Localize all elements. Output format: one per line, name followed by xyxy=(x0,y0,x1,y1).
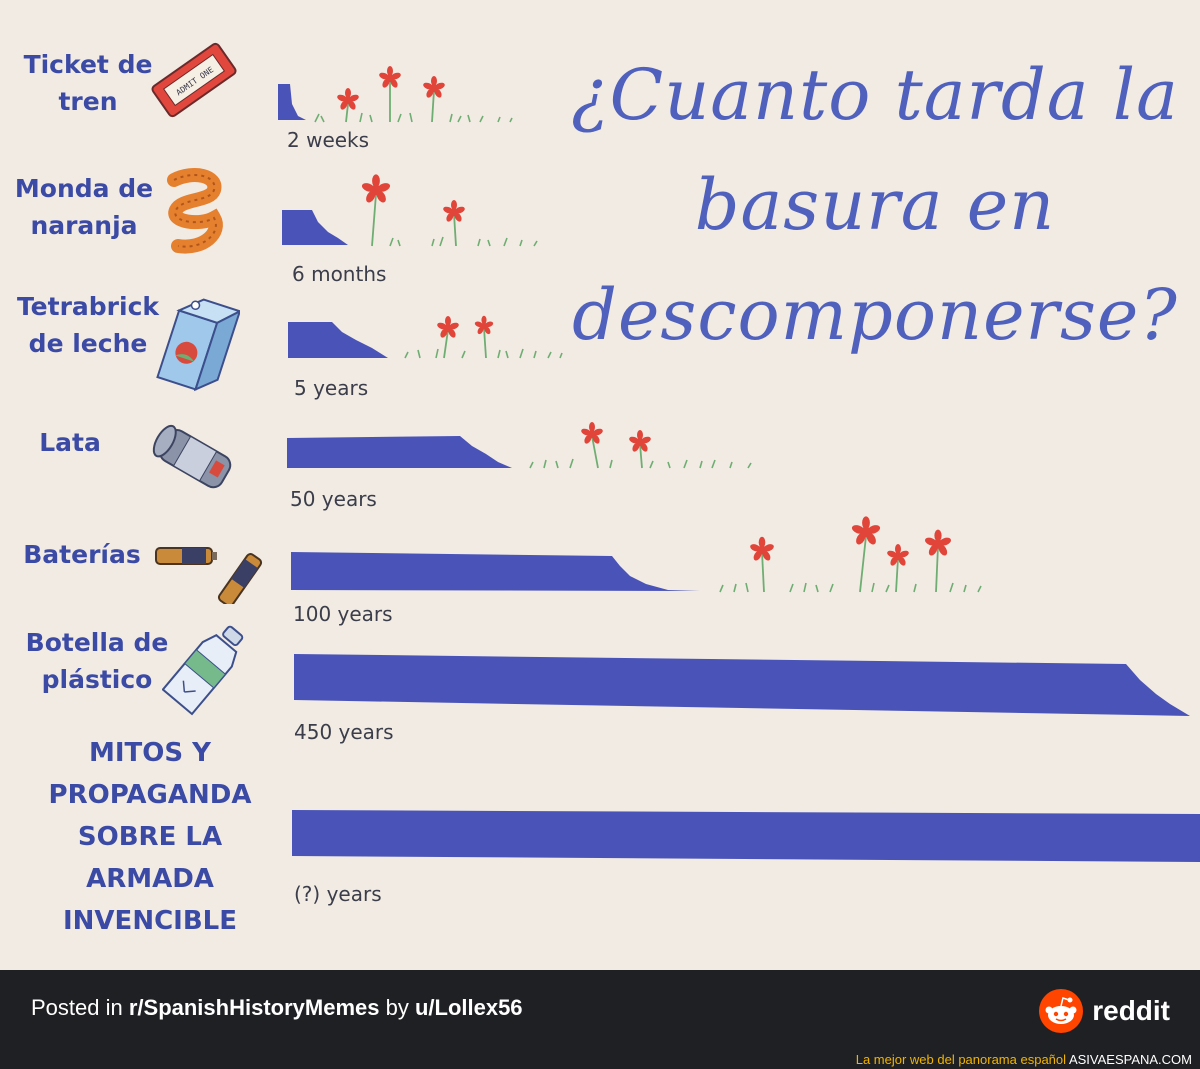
posted-prefix: Posted in xyxy=(31,995,129,1020)
bar-batteries xyxy=(291,552,700,591)
label-batteries: Baterías xyxy=(12,536,152,573)
label-orange-peel: Monda de naranja xyxy=(6,170,162,244)
credit-site-link[interactable]: ASIVAESPANA.COM xyxy=(1068,1052,1192,1067)
flower xyxy=(581,422,603,444)
posted-line: Posted in r/SpanishHistoryMemes by u/Lol… xyxy=(31,995,523,1021)
label-line: PROPAGANDA xyxy=(48,780,252,810)
label-line: Monda de xyxy=(14,174,154,203)
credit-bar: La mejor web del panorama español ASIVAE… xyxy=(0,1050,1200,1069)
flower xyxy=(443,200,465,222)
flower xyxy=(437,316,459,338)
plastic-bottle-icon xyxy=(162,625,244,716)
bar-milk-carton xyxy=(288,322,388,358)
bar-can xyxy=(287,436,512,468)
subreddit-link[interactable]: r/SpanishHistoryMemes xyxy=(128,995,380,1020)
duration-ticket: 2 weeks xyxy=(287,128,370,152)
label-plastic-bottle: Botella de plástico xyxy=(14,624,180,698)
flower xyxy=(629,430,651,452)
by-text: by xyxy=(379,995,415,1020)
decomposition-bars xyxy=(278,66,1200,862)
flower xyxy=(379,66,401,88)
label-line: plástico xyxy=(41,665,153,694)
grass xyxy=(314,112,982,593)
label-line: Baterías xyxy=(23,540,141,569)
bar-plastic-bottle xyxy=(294,654,1190,716)
duration-batteries: 100 years xyxy=(293,602,393,626)
stems xyxy=(345,80,939,593)
label-can: Lata xyxy=(10,424,130,461)
flower xyxy=(337,88,359,110)
label-line: ARMADA xyxy=(86,864,214,894)
train-ticket-icon: ADMIT ONE xyxy=(151,42,237,118)
label-line: MITOS Y xyxy=(89,738,211,768)
reddit-alien-icon xyxy=(1039,989,1084,1033)
label-milk-carton: Tetrabrick de leche xyxy=(8,288,168,362)
label-line: SOBRE LA xyxy=(77,822,223,852)
flowers xyxy=(337,66,951,566)
bar-orange-peel xyxy=(282,210,348,245)
orange-peel-icon xyxy=(167,168,223,254)
label-line: Tetrabrick xyxy=(16,292,160,321)
title-line-1: ¿Cuanto tarda la xyxy=(571,54,1179,136)
label-line: Lata xyxy=(39,428,101,457)
label-line: Ticket de xyxy=(23,50,153,79)
bar-ticket xyxy=(278,84,306,120)
can-icon xyxy=(152,424,232,489)
milk-carton-icon xyxy=(156,298,240,392)
label-ticket: Ticket de tren xyxy=(10,46,166,120)
label-line: Botella de xyxy=(25,628,169,657)
flower xyxy=(474,315,494,335)
duration-plastic-bottle: 450 years xyxy=(294,720,394,744)
flower xyxy=(851,516,881,545)
flower xyxy=(887,544,909,566)
credit-tagline: La mejor web del panorama español xyxy=(855,1052,1067,1067)
bar-armada xyxy=(292,810,1200,862)
duration-orange-peel: 6 months xyxy=(292,262,387,286)
duration-milk-carton: 5 years xyxy=(294,376,369,400)
flower xyxy=(361,174,391,203)
label-line: de leche xyxy=(28,329,148,358)
flower xyxy=(750,536,774,561)
reddit-logo[interactable]: reddit xyxy=(1038,988,1170,1034)
user-link[interactable]: u/Lollex56 xyxy=(414,995,523,1020)
label-line: naranja xyxy=(30,211,138,240)
reddit-wordmark: reddit xyxy=(1092,995,1170,1026)
duration-armada: (?) years xyxy=(294,882,382,906)
title-line-2: basura en xyxy=(694,164,1056,246)
label-line: tren xyxy=(58,87,118,116)
reddit-footer: Posted in r/SpanishHistoryMemes by u/Lol… xyxy=(0,970,1200,1050)
flower xyxy=(925,529,951,556)
infographic: ¿Cuanto tarda la basura en descomponerse… xyxy=(6,40,1200,942)
title: ¿Cuanto tarda la basura en descomponerse… xyxy=(560,40,1190,370)
label-armada: MITOS Y PROPAGANDA SOBRE LA ARMADA INVEN… xyxy=(20,732,280,942)
duration-can: 50 years xyxy=(290,487,377,511)
title-line-3: descomponerse? xyxy=(572,274,1178,356)
flower xyxy=(423,76,445,98)
batteries-icon xyxy=(155,547,263,604)
label-line: INVENCIBLE xyxy=(63,906,237,936)
